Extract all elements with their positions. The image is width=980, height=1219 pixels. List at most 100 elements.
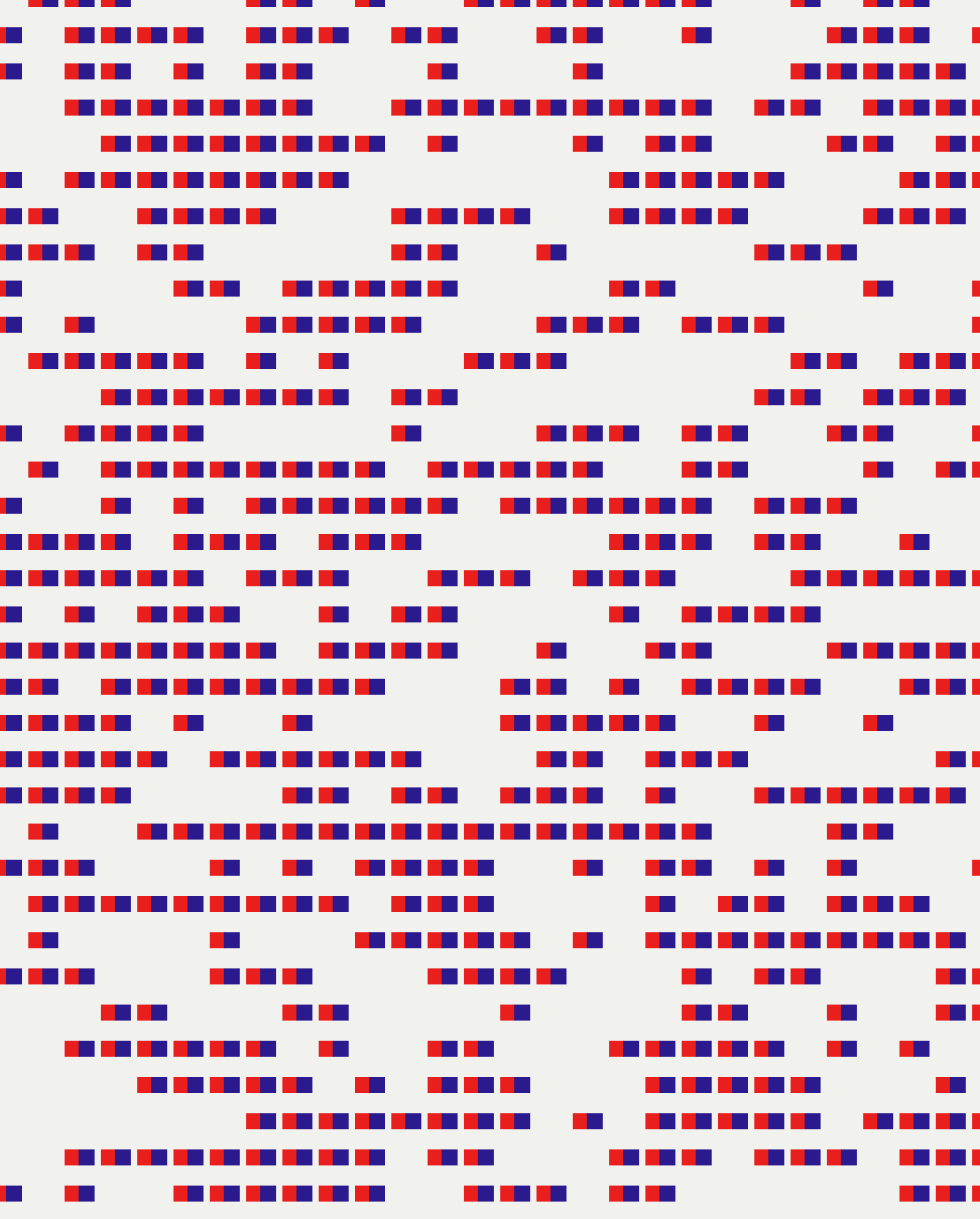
red-square xyxy=(282,823,298,840)
blue-square xyxy=(441,896,458,912)
blue-square xyxy=(369,316,385,333)
red-square xyxy=(899,99,915,116)
red-square xyxy=(391,859,407,876)
blue-square xyxy=(441,389,458,406)
red-square xyxy=(355,1077,370,1093)
blue-square xyxy=(695,751,712,768)
blue-square xyxy=(151,823,168,840)
red-square xyxy=(318,787,334,804)
blue-square xyxy=(441,823,458,840)
blue-square xyxy=(151,99,168,116)
blue-square xyxy=(659,787,676,804)
red-square xyxy=(100,678,116,695)
blue-square xyxy=(441,99,458,116)
blue-square xyxy=(187,534,204,550)
blue-square xyxy=(550,316,567,333)
red-square xyxy=(645,280,661,297)
red-square xyxy=(427,1113,443,1130)
red-square xyxy=(0,787,7,804)
blue-square xyxy=(768,497,785,514)
red-square xyxy=(718,1113,733,1130)
blue-square xyxy=(187,244,204,261)
red-square xyxy=(427,823,443,840)
blue-square xyxy=(441,244,458,261)
blue-square xyxy=(6,172,22,188)
red-square xyxy=(173,1077,189,1093)
red-square xyxy=(754,1149,770,1166)
red-square xyxy=(355,751,370,768)
red-square xyxy=(463,968,479,985)
blue-square xyxy=(260,389,277,406)
blue-square xyxy=(768,99,785,116)
blue-square xyxy=(296,968,313,985)
blue-square xyxy=(405,27,422,44)
blue-square xyxy=(659,715,676,731)
blue-square xyxy=(6,715,22,731)
blue-square xyxy=(514,823,531,840)
blue-square xyxy=(441,787,458,804)
red-square xyxy=(0,425,7,442)
red-square xyxy=(64,27,80,44)
red-square xyxy=(209,1149,225,1166)
red-square xyxy=(536,0,552,7)
blue-square xyxy=(768,534,785,550)
blue-square xyxy=(405,99,422,116)
red-square xyxy=(282,27,298,44)
red-square xyxy=(863,0,879,7)
red-square xyxy=(899,932,915,949)
red-square xyxy=(100,1149,116,1166)
red-square xyxy=(500,0,516,7)
blue-square xyxy=(260,27,277,44)
blue-square xyxy=(659,1185,676,1202)
red-square xyxy=(173,353,189,369)
red-square xyxy=(863,896,879,912)
red-square xyxy=(318,751,334,768)
blue-square xyxy=(804,1149,821,1166)
red-square xyxy=(609,316,625,333)
red-square xyxy=(826,353,842,369)
blue-square xyxy=(732,1004,748,1021)
red-square xyxy=(0,678,7,695)
red-square xyxy=(282,787,298,804)
blue-square xyxy=(840,244,857,261)
blue-square xyxy=(913,642,930,659)
red-square xyxy=(609,280,625,297)
blue-square xyxy=(187,280,204,297)
red-square xyxy=(427,99,443,116)
blue-square xyxy=(913,787,930,804)
red-square xyxy=(899,534,915,550)
blue-square xyxy=(877,0,894,7)
blue-square xyxy=(695,823,712,840)
blue-square xyxy=(151,135,168,152)
red-square xyxy=(826,896,842,912)
blue-square xyxy=(623,534,640,550)
red-square xyxy=(972,316,980,333)
blue-square xyxy=(6,606,22,623)
blue-square xyxy=(260,642,277,659)
red-square xyxy=(609,715,625,731)
blue-square xyxy=(514,0,531,7)
blue-square xyxy=(296,1077,313,1093)
blue-square xyxy=(877,787,894,804)
red-square xyxy=(609,497,625,514)
red-square xyxy=(173,1185,189,1202)
red-square xyxy=(681,425,697,442)
red-square xyxy=(718,751,733,768)
red-square xyxy=(64,606,80,623)
blue-square xyxy=(369,135,385,152)
red-square xyxy=(790,99,806,116)
red-square xyxy=(935,389,951,406)
blue-square xyxy=(949,968,966,985)
red-square xyxy=(935,787,951,804)
red-square xyxy=(355,316,370,333)
red-square xyxy=(681,932,697,949)
blue-square xyxy=(659,896,676,912)
blue-square xyxy=(42,896,59,912)
blue-square xyxy=(804,570,821,587)
blue-square xyxy=(840,1040,857,1057)
blue-square xyxy=(477,823,494,840)
blue-square xyxy=(623,1185,640,1202)
red-square xyxy=(790,244,806,261)
blue-square xyxy=(659,1113,676,1130)
red-square xyxy=(754,715,770,731)
